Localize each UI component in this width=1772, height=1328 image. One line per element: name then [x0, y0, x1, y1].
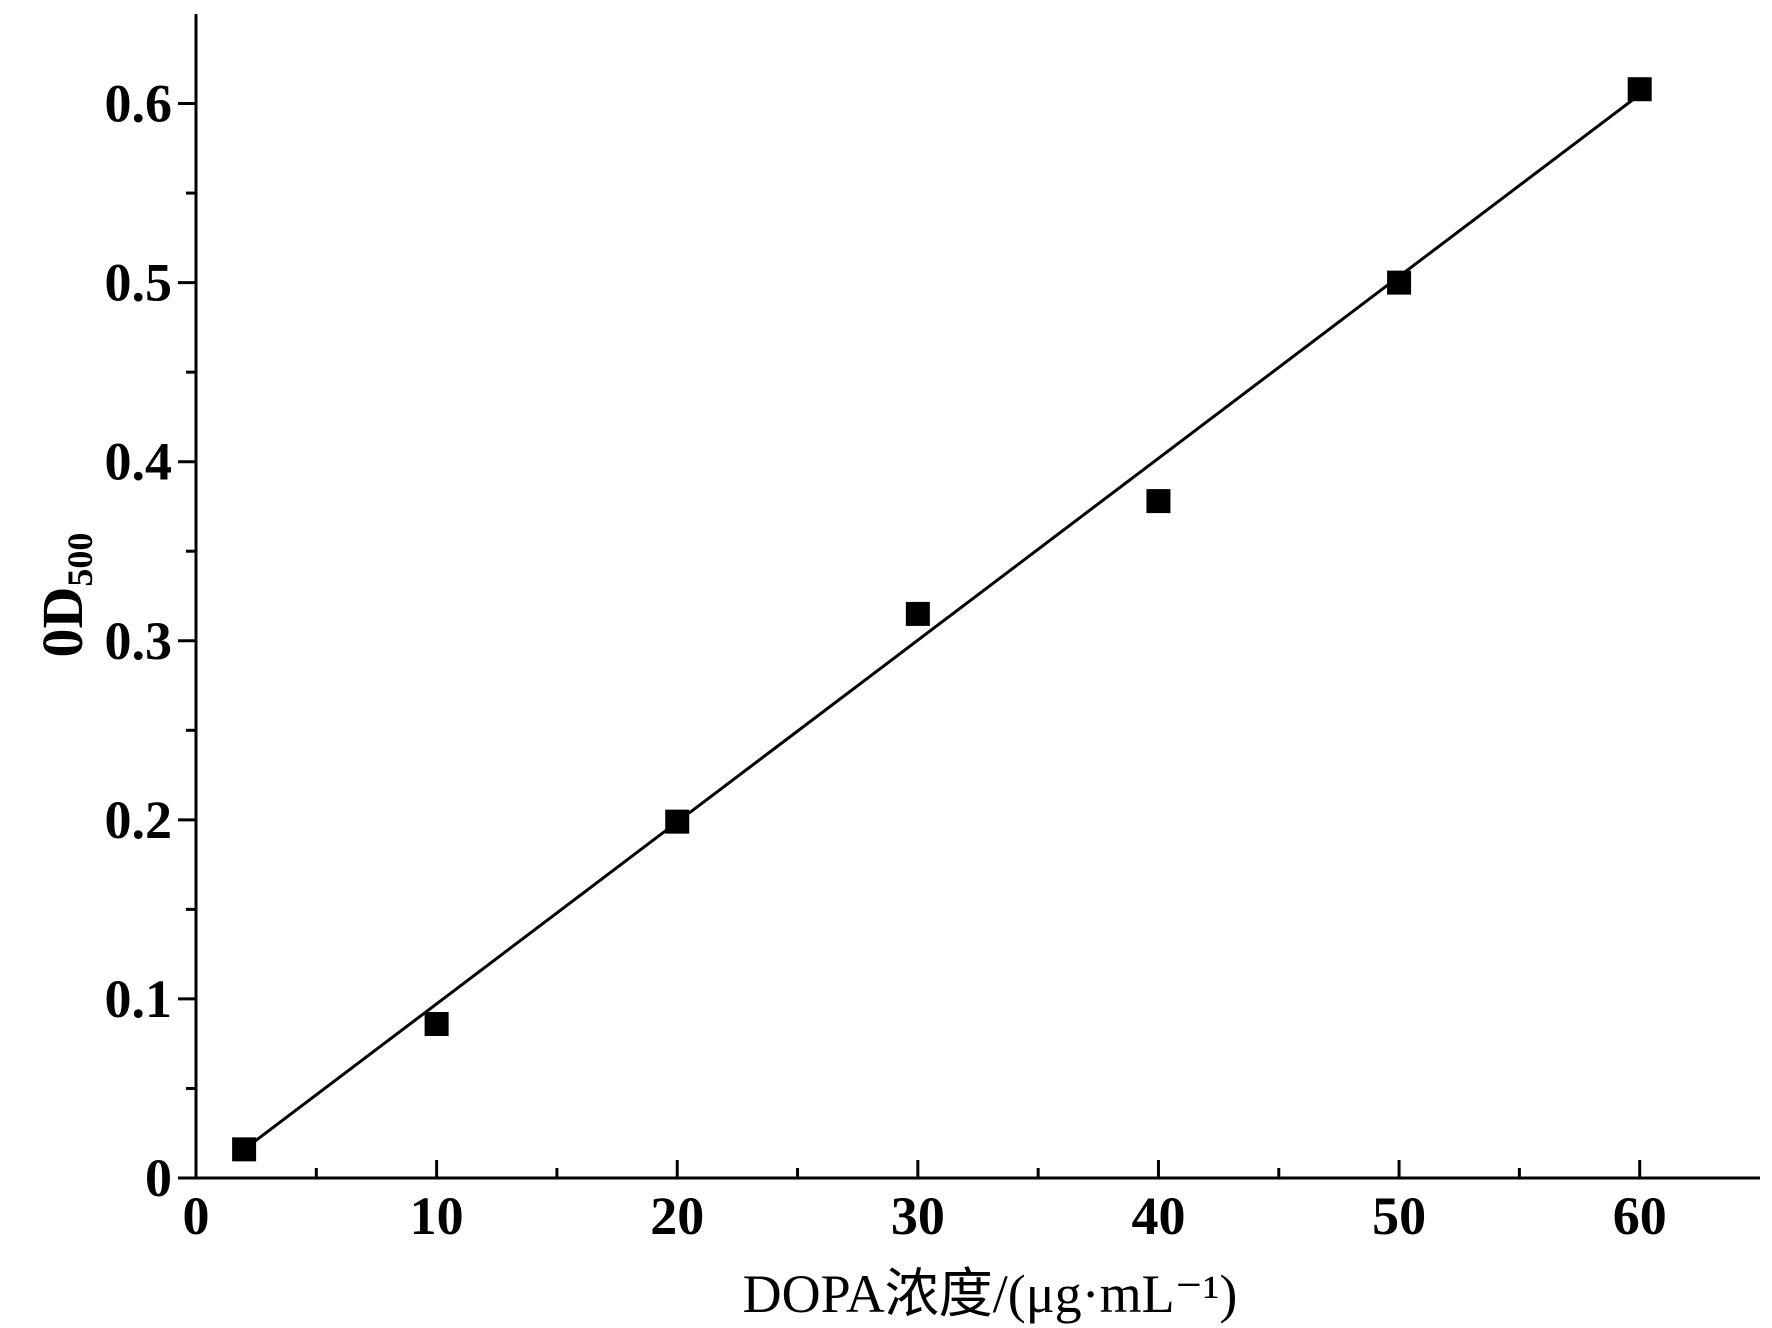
x-tick-label: 50	[1372, 1186, 1426, 1246]
x-axis-title: DOPA浓度/(μg·mL⁻¹)	[743, 1264, 1238, 1324]
data-point	[665, 809, 690, 834]
y-tick-label: 0.6	[105, 74, 173, 134]
axes	[194, 14, 1760, 1180]
y-tick-label: 0.2	[105, 790, 173, 850]
y-tick-label: 0.4	[105, 432, 173, 492]
fit-line	[243, 93, 1641, 1151]
y-axis-title: 0D500	[30, 533, 100, 658]
data-point	[232, 1137, 257, 1162]
data-point	[1146, 489, 1171, 514]
x-tick-label: 30	[891, 1186, 945, 1246]
y-axis-title-subscript: 500	[60, 533, 100, 587]
y-tick-label: 0.3	[105, 611, 173, 671]
data-points	[232, 77, 1652, 1162]
data-point	[1387, 270, 1412, 295]
x-tick-label: 0	[183, 1186, 210, 1246]
y-axis-title-main: 0D	[30, 587, 95, 658]
y-tick-label: 0.5	[105, 253, 173, 313]
data-point	[1627, 77, 1652, 102]
x-tick-label: 20	[650, 1186, 704, 1246]
y-tick-label: 0.1	[105, 969, 173, 1029]
data-point	[905, 601, 930, 626]
data-point	[424, 1011, 449, 1036]
y-tick-label: 0	[145, 1148, 172, 1208]
x-tick-label: 40	[1131, 1186, 1185, 1246]
x-tick-label: 60	[1613, 1186, 1667, 1246]
ticks	[178, 102, 1642, 1180]
x-tick-label: 10	[410, 1186, 464, 1246]
tick-labels: 0 0.1 0.2 0.3 0.4 0.5 0.6 0 10 20 30 40 50 60	[105, 74, 1667, 1246]
fit-line-group	[243, 93, 1641, 1151]
